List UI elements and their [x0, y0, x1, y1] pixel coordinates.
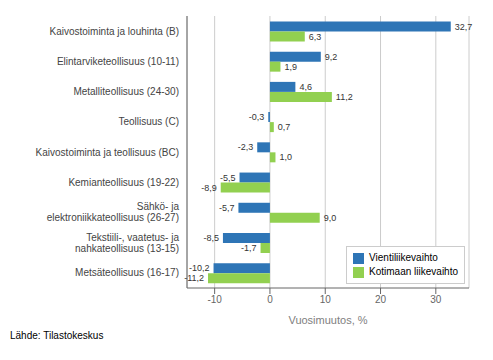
- svg-text:-5,7: -5,7: [219, 203, 235, 213]
- svg-text:Kaivostoiminta ja teollisuus (: Kaivostoiminta ja teollisuus (BC): [36, 147, 179, 158]
- svg-text:-2,3: -2,3: [238, 142, 254, 152]
- svg-text:4,6: 4,6: [299, 82, 312, 92]
- svg-text:-1,7: -1,7: [241, 243, 257, 253]
- svg-text:1,0: 1,0: [279, 152, 292, 162]
- svg-text:9,2: 9,2: [325, 52, 338, 62]
- svg-text:30: 30: [430, 294, 442, 305]
- svg-text:Vuosimuutos, %: Vuosimuutos, %: [288, 314, 367, 326]
- svg-text:-10: -10: [207, 294, 222, 305]
- svg-text:1,9: 1,9: [284, 62, 297, 72]
- svg-text:0: 0: [267, 294, 273, 305]
- svg-text:-8,5: -8,5: [203, 233, 219, 243]
- svg-text:Kaivostoiminta ja louhinta (B): Kaivostoiminta ja louhinta (B): [49, 26, 179, 37]
- svg-text:-11,2: -11,2: [184, 273, 204, 283]
- svg-text:9,0: 9,0: [324, 213, 337, 223]
- svg-text:-5,5: -5,5: [220, 173, 236, 183]
- svg-text:Metsäteollisuus (16-17): Metsäteollisuus (16-17): [75, 267, 179, 278]
- svg-text:-10,2: -10,2: [189, 263, 210, 273]
- svg-text:Metalliteollisuus (24-30): Metalliteollisuus (24-30): [73, 86, 179, 97]
- svg-text:0,7: 0,7: [278, 122, 291, 132]
- svg-text:Sähkö- jaelektroniikkateollisu: Sähkö- jaelektroniikkateollisuus (26-27): [47, 201, 180, 223]
- svg-text:Elintarviketeollisuus (10-11): Elintarviketeollisuus (10-11): [57, 56, 179, 67]
- svg-text:Teollisuus (C): Teollisuus (C): [118, 116, 179, 127]
- svg-text:-0,3: -0,3: [249, 112, 265, 122]
- svg-text:Kemianteollisuus (19-22): Kemianteollisuus (19-22): [68, 177, 179, 188]
- html-text:Kotimaan liikevaihto: Kotimaan liikevaihto: [369, 266, 458, 277]
- svg-text:10: 10: [320, 294, 332, 305]
- svg-text:Tekstiili-, vaatetus- janahkat: Tekstiili-, vaatetus- janahkateollisuus …: [75, 232, 179, 254]
- svg-text:6,3: 6,3: [309, 32, 322, 42]
- svg-text:20: 20: [375, 294, 387, 305]
- svg-text:11,2: 11,2: [336, 92, 353, 102]
- svg-text:-8,9: -8,9: [201, 183, 217, 193]
- html-text:Vientiliikevaihto: Vientiliikevaihto: [369, 252, 438, 263]
- html-text:Lähde: Tilastokeskus: Lähde: Tilastokeskus: [10, 330, 104, 341]
- svg-text:32,7: 32,7: [455, 22, 473, 32]
